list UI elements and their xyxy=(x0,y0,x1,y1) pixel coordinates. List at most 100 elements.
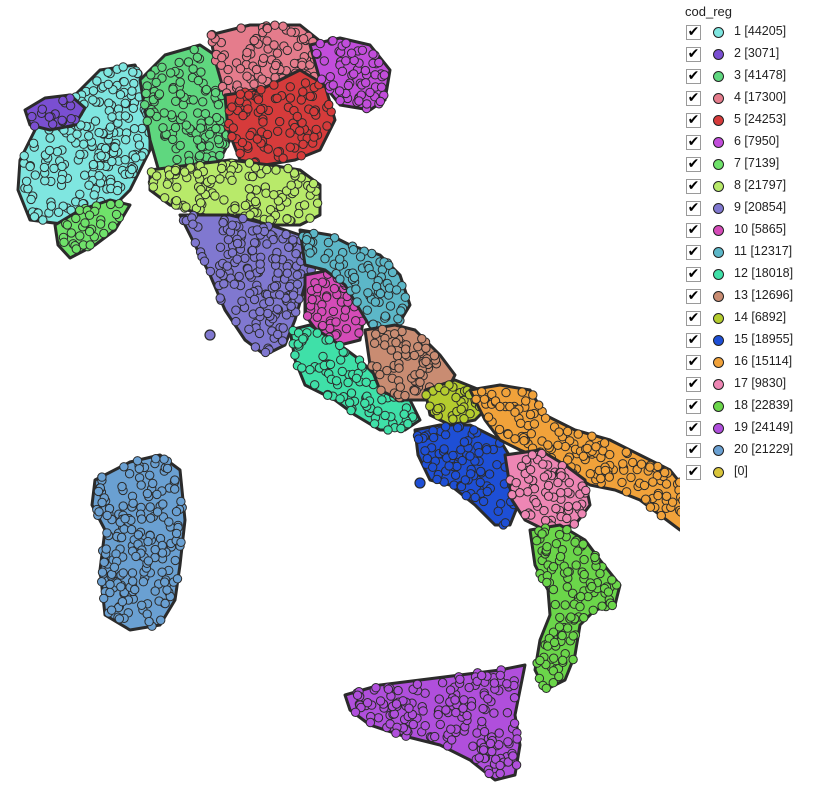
legend-item[interactable]: ✔ 19 [24149] xyxy=(683,418,832,440)
location-point xyxy=(129,124,140,134)
legend-item[interactable]: ✔ 1 [44205] xyxy=(683,22,832,44)
location-point xyxy=(106,199,116,210)
location-point xyxy=(562,623,573,633)
layer-visibility-checkbox[interactable]: ✔ xyxy=(686,464,701,480)
location-point xyxy=(175,77,185,87)
location-point xyxy=(105,122,116,132)
layer-visibility-checkbox[interactable]: ✔ xyxy=(686,398,701,414)
location-point xyxy=(284,242,294,253)
legend-item[interactable]: ✔ 14 [6892] xyxy=(683,308,832,330)
legend-item[interactable]: ✔ 5 [24253] xyxy=(683,110,832,132)
layer-visibility-checkbox[interactable]: ✔ xyxy=(686,134,701,150)
legend-item[interactable]: ✔ 13 [12696] xyxy=(683,286,832,308)
layer-visibility-checkbox[interactable]: ✔ xyxy=(686,24,701,40)
legend-item[interactable]: ✔ 8 [21797] xyxy=(683,176,832,198)
layer-visibility-checkbox[interactable]: ✔ xyxy=(686,332,701,348)
location-point xyxy=(641,494,651,504)
location-point xyxy=(379,70,390,80)
location-point xyxy=(421,356,431,367)
location-point xyxy=(118,501,128,511)
legend-item[interactable]: ✔ [0] xyxy=(683,462,832,484)
location-point xyxy=(340,305,351,315)
location-point xyxy=(451,707,461,718)
layer-visibility-checkbox[interactable]: ✔ xyxy=(686,68,701,84)
layer-visibility-checkbox[interactable]: ✔ xyxy=(686,112,701,128)
legend-color-swatch xyxy=(713,335,724,346)
legend-item[interactable]: ✔ 7 [7139] xyxy=(683,154,832,176)
location-point xyxy=(597,601,607,611)
location-point xyxy=(285,281,295,292)
layer-visibility-checkbox[interactable]: ✔ xyxy=(686,90,701,106)
location-point xyxy=(523,487,533,497)
location-point xyxy=(563,567,573,577)
legend-item[interactable]: ✔ 11 [12317] xyxy=(683,242,832,264)
location-point xyxy=(170,122,181,133)
location-point xyxy=(119,77,129,87)
legend-item[interactable]: ✔ 17 [9830] xyxy=(683,374,832,396)
legend-item[interactable]: ✔ 20 [21229] xyxy=(683,440,832,462)
location-point xyxy=(587,581,597,592)
legend-item[interactable]: ✔ 6 [7950] xyxy=(683,132,832,154)
layer-visibility-checkbox[interactable]: ✔ xyxy=(686,244,701,260)
layer-visibility-checkbox[interactable]: ✔ xyxy=(686,288,701,304)
legend-item[interactable]: ✔ 9 [20854] xyxy=(683,198,832,220)
location-point xyxy=(568,631,578,641)
location-point xyxy=(188,64,198,74)
layer-visibility-checkbox[interactable]: ✔ xyxy=(686,310,701,326)
location-point xyxy=(446,724,456,734)
location-point xyxy=(345,398,355,408)
layer-visibility-checkbox[interactable]: ✔ xyxy=(686,354,701,370)
layer-visibility-checkbox[interactable]: ✔ xyxy=(686,266,701,282)
legend-item[interactable]: ✔ 18 [22839] xyxy=(683,396,832,418)
legend-item[interactable]: ✔ 15 [18955] xyxy=(683,330,832,352)
location-point xyxy=(325,359,336,370)
legend-color-swatch xyxy=(713,71,724,82)
layer-visibility-checkbox[interactable]: ✔ xyxy=(686,222,701,238)
layer-visibility-checkbox[interactable]: ✔ xyxy=(686,46,701,62)
location-point xyxy=(377,395,387,405)
legend-item[interactable]: ✔ 2 [3071] xyxy=(683,44,832,66)
location-point xyxy=(474,448,484,458)
location-point xyxy=(324,335,334,345)
legend-item[interactable]: ✔ 4 [17300] xyxy=(683,88,832,110)
location-point xyxy=(118,568,128,578)
legend-item[interactable]: ✔ 10 [5865] xyxy=(683,220,832,242)
location-point xyxy=(282,268,293,278)
location-point xyxy=(550,599,560,610)
legend-color-swatch xyxy=(713,401,724,412)
legend-item[interactable]: ✔ 3 [41478] xyxy=(683,66,832,88)
location-point xyxy=(560,600,570,610)
location-point xyxy=(99,593,109,604)
location-point xyxy=(452,461,462,472)
location-point xyxy=(299,200,310,210)
location-point xyxy=(207,175,217,185)
layer-visibility-checkbox[interactable]: ✔ xyxy=(686,420,701,436)
layer-visibility-checkbox[interactable]: ✔ xyxy=(686,156,701,172)
layer-visibility-checkbox[interactable]: ✔ xyxy=(686,178,701,194)
layer-visibility-checkbox[interactable]: ✔ xyxy=(686,442,701,458)
location-point xyxy=(412,679,423,689)
layer-visibility-checkbox[interactable]: ✔ xyxy=(686,200,701,216)
location-point xyxy=(120,98,131,109)
location-point xyxy=(479,727,490,737)
layer-visibility-checkbox[interactable]: ✔ xyxy=(686,376,701,392)
location-point xyxy=(96,151,106,161)
location-point xyxy=(639,480,650,491)
location-point xyxy=(80,218,90,228)
legend-item[interactable]: ✔ 12 [18018] xyxy=(683,264,832,286)
location-point xyxy=(387,267,398,278)
location-point xyxy=(534,400,544,410)
location-point xyxy=(275,116,285,127)
location-point xyxy=(456,404,466,414)
location-point xyxy=(440,386,450,396)
location-point xyxy=(310,380,320,390)
location-point xyxy=(511,478,521,488)
location-point xyxy=(400,344,411,354)
location-point xyxy=(478,745,489,755)
location-point xyxy=(396,306,406,316)
legend-item[interactable]: ✔ 16 [15114] xyxy=(683,352,832,374)
location-point xyxy=(653,490,663,501)
location-point xyxy=(160,577,170,587)
location-point xyxy=(380,410,390,421)
location-point xyxy=(292,111,302,122)
